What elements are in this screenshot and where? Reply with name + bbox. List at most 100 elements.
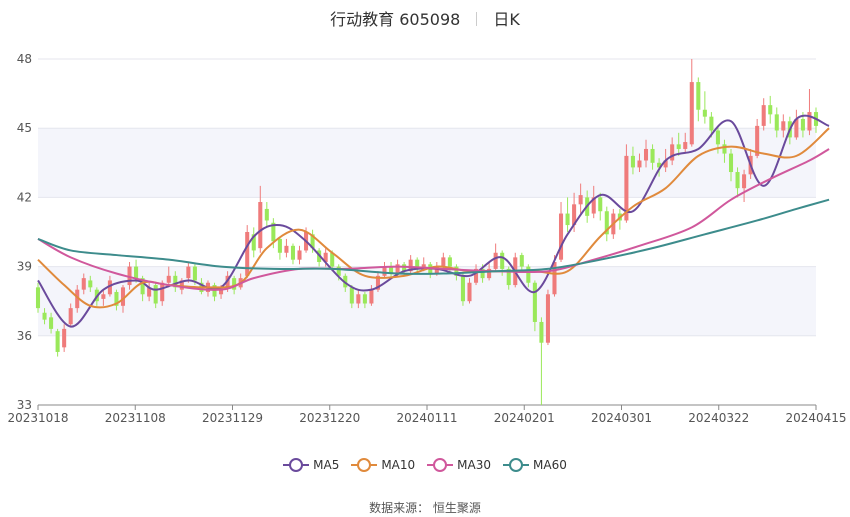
candle-body: [147, 287, 152, 297]
candle: [794, 109, 799, 140]
candle: [526, 264, 531, 288]
x-tick-label: 20240415: [785, 411, 846, 425]
candle-body: [356, 294, 361, 304]
candle-body: [480, 268, 485, 279]
legend-item-ma60[interactable]: MA60: [503, 458, 567, 472]
x-tick-label: 20231018: [7, 411, 68, 425]
ma-line-ma30: [37, 148, 830, 291]
candle-body: [290, 245, 296, 260]
candle-body: [715, 130, 720, 145]
candle-body: [650, 148, 655, 163]
candle-body: [415, 259, 420, 269]
legend-item-ma5[interactable]: MA5: [283, 458, 339, 472]
candle-body: [493, 252, 498, 269]
candle: [532, 280, 537, 332]
candle-body: [500, 252, 505, 269]
candle: [657, 158, 662, 177]
candle: [670, 137, 675, 166]
candle-body: [114, 291, 119, 306]
candle-body: [75, 289, 80, 309]
candle: [539, 317, 544, 405]
candle: [474, 264, 479, 286]
candle: [467, 278, 472, 304]
candle: [728, 148, 734, 182]
chart-period: 日K: [493, 10, 520, 29]
candle: [68, 303, 73, 327]
candle-body: [62, 328, 67, 348]
candle-body: [408, 259, 413, 272]
candle-body: [447, 257, 452, 267]
candle-body: [709, 116, 714, 131]
candle-body: [369, 289, 374, 304]
candle: [277, 236, 282, 260]
candle-body: [545, 294, 550, 343]
candle-body: [487, 268, 492, 279]
candle: [565, 197, 570, 232]
candle: [545, 289, 550, 346]
candle-body: [179, 280, 184, 290]
title-separator: [476, 12, 478, 26]
candle: [702, 91, 707, 124]
candle: [49, 312, 54, 334]
candle-body: [506, 268, 511, 286]
candle-body: [474, 268, 479, 283]
legend-marker-icon: [427, 458, 454, 472]
candle: [245, 225, 250, 279]
candle: [689, 59, 694, 147]
candle-body: [81, 278, 86, 290]
candle-body: [637, 160, 642, 168]
candle: [676, 132, 681, 156]
candle: [683, 132, 688, 154]
legend-label: MA5: [313, 458, 340, 472]
candle: [650, 144, 655, 170]
candle-body: [42, 312, 47, 320]
y-tick-label: 48: [17, 52, 32, 66]
candle-body: [35, 287, 41, 309]
candle: [624, 144, 629, 223]
candle-body: [578, 195, 583, 205]
candle-body: [277, 238, 282, 253]
candle-body: [330, 252, 335, 267]
candle-body: [127, 266, 132, 286]
candle: [578, 183, 583, 214]
candle-body: [310, 234, 315, 249]
candle: [375, 271, 380, 292]
candle-body: [532, 282, 537, 322]
grid-band: [38, 128, 816, 198]
candle: [722, 139, 727, 163]
ma-line-ma60: [37, 198, 830, 275]
candle: [598, 192, 603, 221]
legend-marker-icon: [283, 458, 310, 472]
candle-body: [382, 266, 387, 276]
candle-body: [251, 234, 256, 251]
candle: [166, 266, 171, 288]
chart-title: 行动教育 605098 日K: [0, 6, 850, 30]
x-tick-label: 20240301: [591, 411, 652, 425]
candle: [761, 98, 766, 131]
candle-body: [630, 155, 635, 168]
candle-body: [663, 160, 668, 168]
candle-body: [558, 213, 564, 260]
candle-body: [395, 264, 400, 274]
candle: [768, 95, 773, 124]
candle-body: [362, 294, 367, 304]
legend-item-ma10[interactable]: MA10: [351, 458, 415, 472]
candle: [55, 328, 60, 357]
candle: [369, 285, 374, 306]
y-tick-label: 45: [17, 121, 32, 135]
candle: [630, 146, 635, 175]
candle-body: [807, 112, 812, 131]
legend: MA5 MA10 MA30 MA60: [0, 458, 850, 475]
candle-body: [467, 282, 472, 302]
candle: [251, 227, 256, 258]
legend-item-ma30[interactable]: MA30: [427, 458, 491, 472]
candle: [264, 202, 269, 228]
y-tick-label: 42: [17, 190, 32, 204]
candle: [637, 153, 642, 173]
candle: [114, 289, 119, 311]
candle: [186, 261, 191, 283]
candle-body: [728, 153, 734, 173]
candle: [735, 167, 740, 198]
candle-body: [591, 197, 596, 214]
candle-body: [539, 321, 544, 343]
